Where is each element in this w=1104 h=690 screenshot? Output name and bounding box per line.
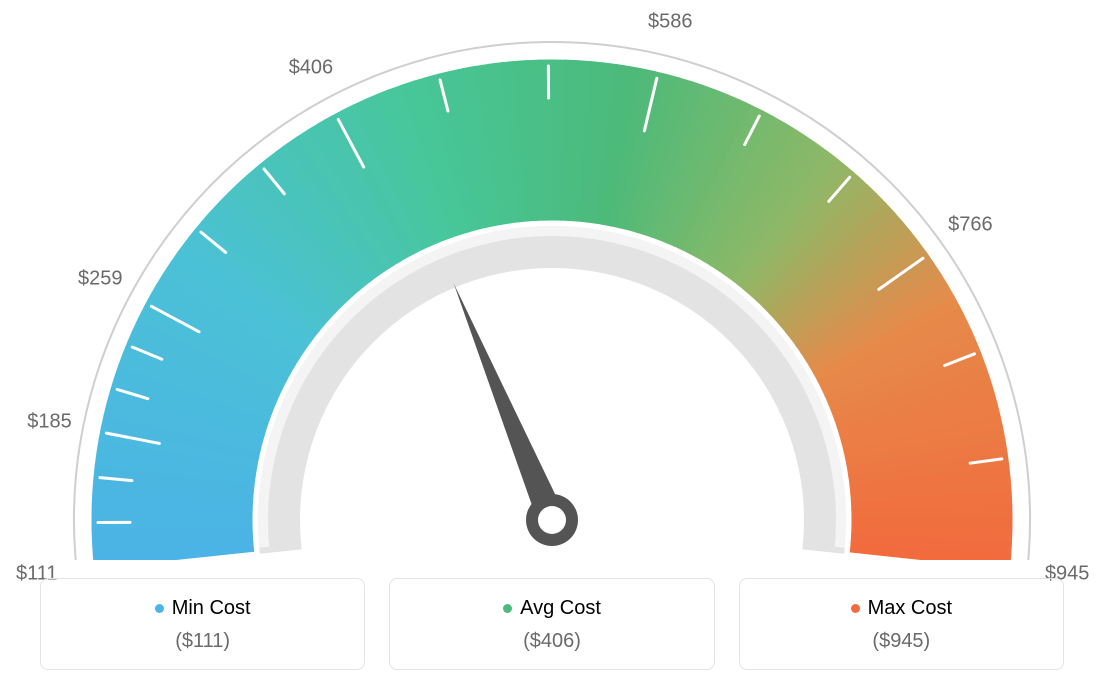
gauge-tick-label: $586	[648, 10, 693, 33]
legend-value-max: ($945)	[750, 630, 1053, 653]
legend-card-min: Min Cost ($111)	[40, 578, 365, 670]
gauge-tick-label: $259	[78, 268, 123, 291]
gauge-tick-label: $406	[289, 57, 334, 80]
gauge: $111$185$259$406$586$766$945	[0, 0, 1104, 560]
legend-label-max: Max Cost	[868, 597, 952, 620]
legend-row: Min Cost ($111) Avg Cost ($406) Max Cost…	[40, 578, 1064, 670]
legend-title-max: Max Cost	[851, 597, 952, 620]
legend-card-max: Max Cost ($945)	[739, 578, 1064, 670]
legend-title-avg: Avg Cost	[503, 597, 601, 620]
gauge-svg	[0, 0, 1104, 560]
legend-card-avg: Avg Cost ($406)	[389, 578, 714, 670]
legend-dot-avg	[503, 604, 512, 613]
legend-dot-max	[851, 604, 860, 613]
legend-dot-min	[155, 604, 164, 613]
cost-gauge-container: $111$185$259$406$586$766$945 Min Cost ($…	[0, 0, 1104, 690]
legend-label-avg: Avg Cost	[520, 597, 601, 620]
legend-label-min: Min Cost	[172, 597, 251, 620]
legend-title-min: Min Cost	[155, 597, 251, 620]
legend-value-avg: ($406)	[400, 630, 703, 653]
gauge-tick-label: $766	[948, 213, 993, 236]
legend-value-min: ($111)	[51, 630, 354, 653]
gauge-tick-label: $185	[27, 410, 72, 433]
